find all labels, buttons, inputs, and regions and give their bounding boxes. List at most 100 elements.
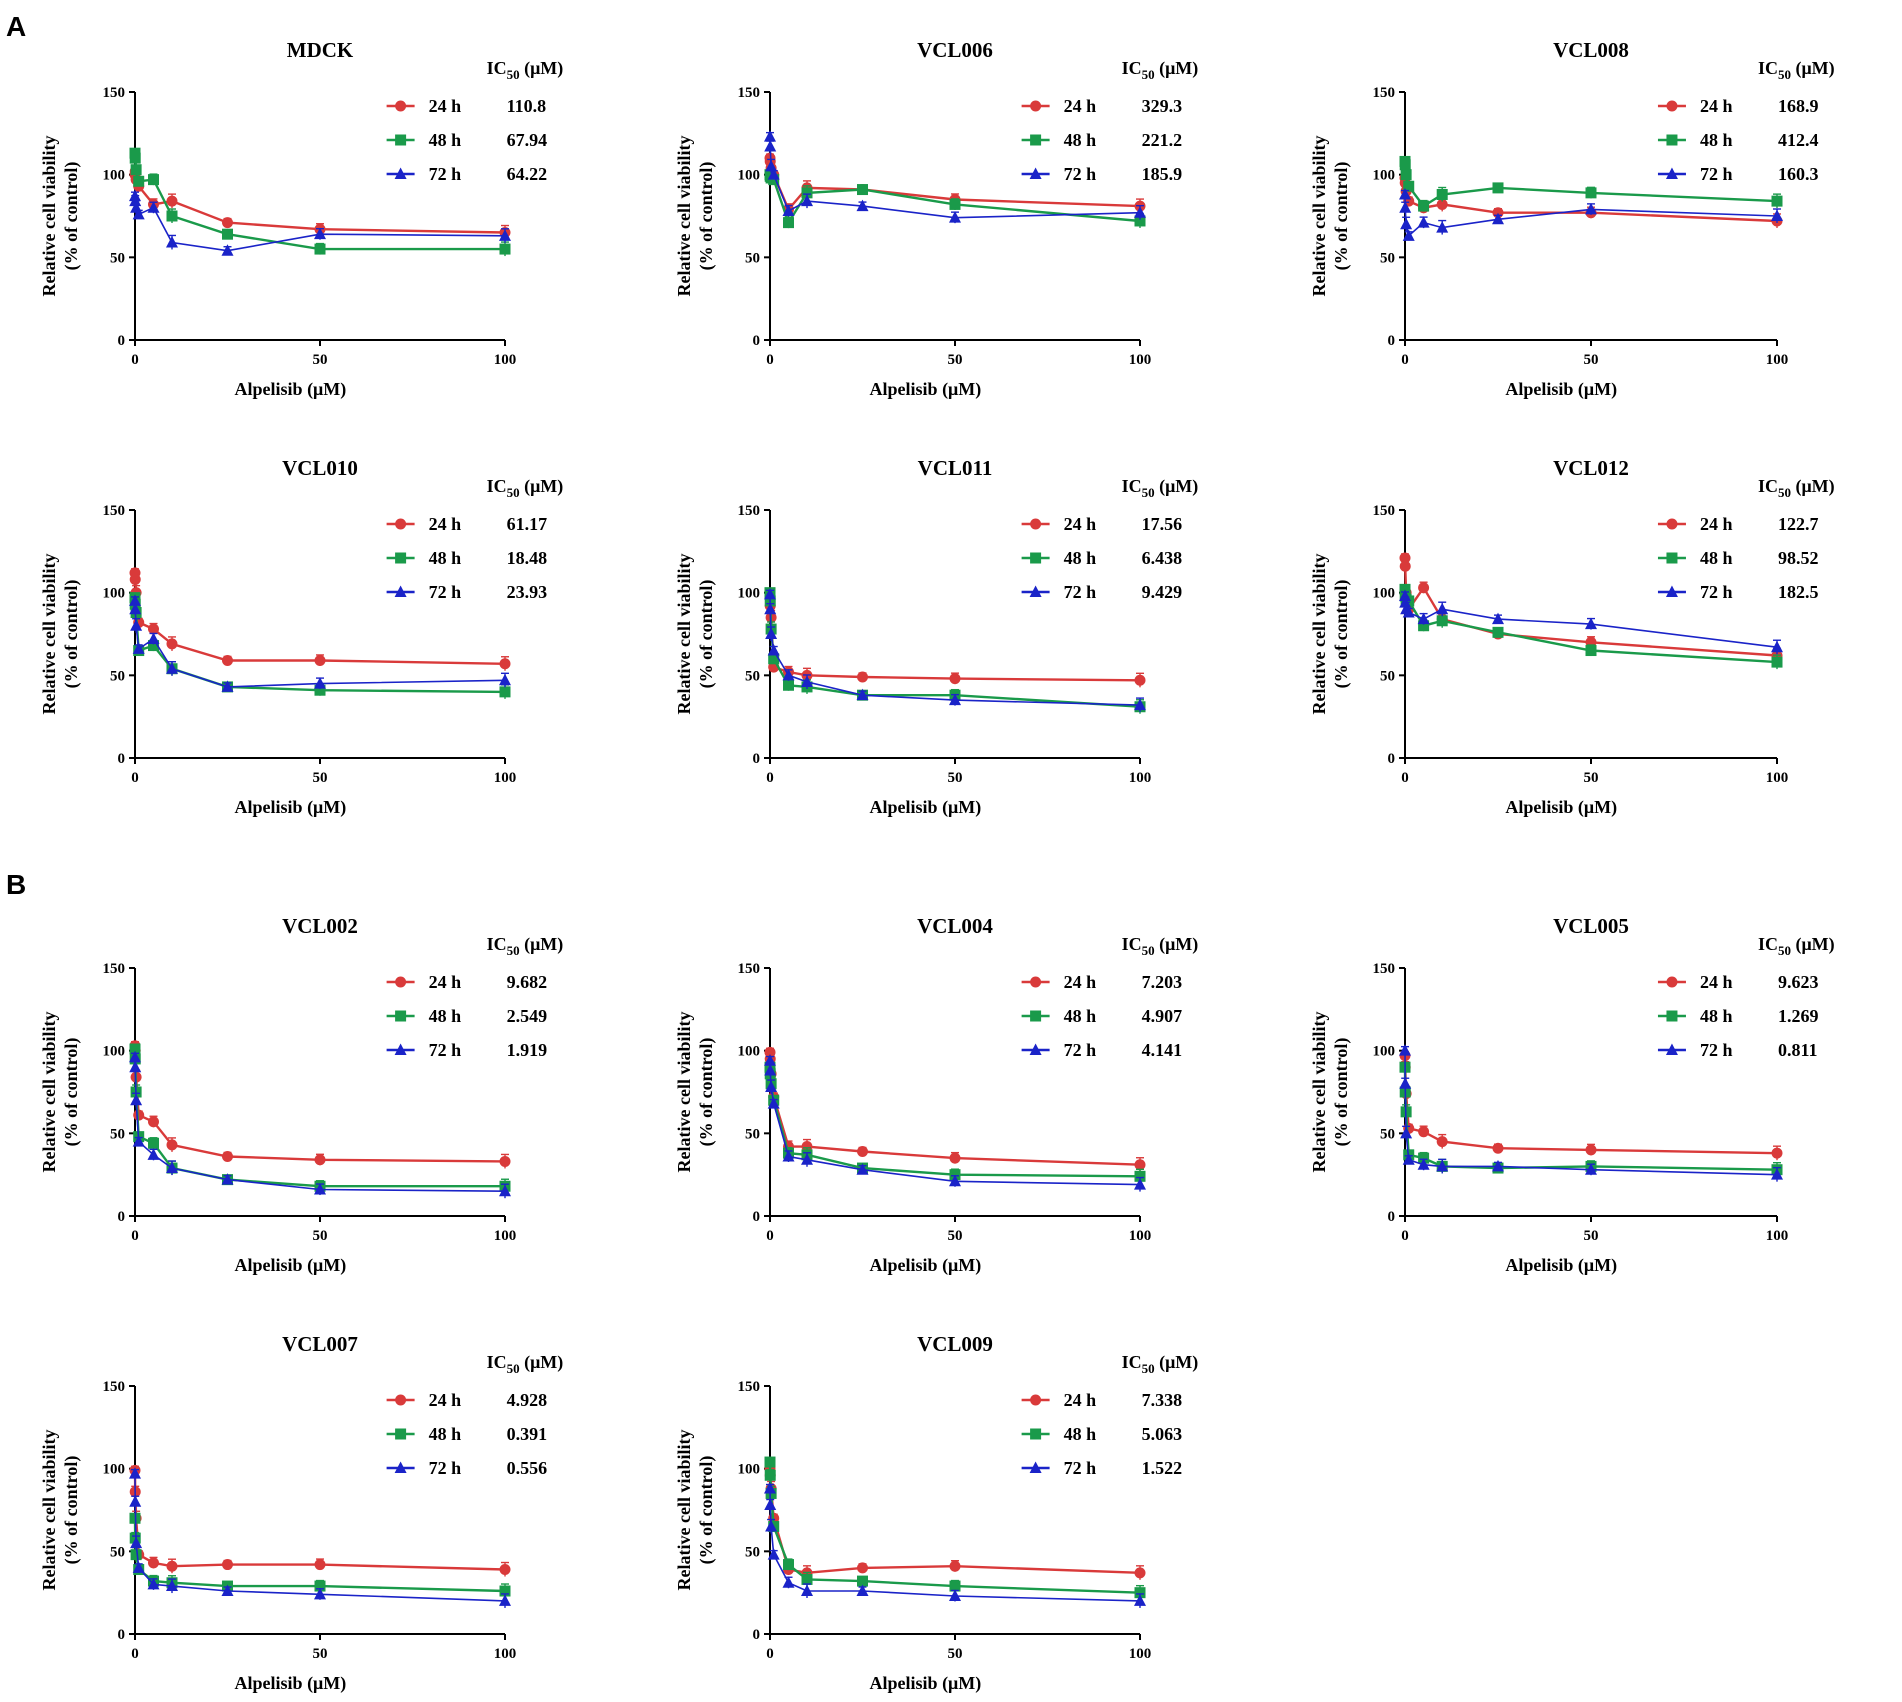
legend-item: 24 h 329.3 [1021, 96, 1182, 116]
x-tick-label: 100 [1129, 352, 1152, 368]
ic50-value: 221.2 [1142, 130, 1183, 150]
legend-item: 48 h 412.4 [1657, 130, 1818, 150]
ic50-value: 61.17 [507, 514, 547, 534]
chart-title: VCL006 [917, 38, 993, 62]
x-axis-label: Alpelisib (μM) [870, 1255, 982, 1276]
data-point [1492, 1142, 1504, 1154]
y-tick-label: 50 [1380, 1126, 1395, 1142]
ic50-header: IC50 (μM) [487, 934, 564, 958]
legend-marker [1030, 976, 1042, 988]
ic50-value: 182.5 [1778, 582, 1819, 602]
y-tick-label: 100 [738, 1462, 761, 1478]
chart-vcl002: VCL002 0 50 100 150 0 50 100 Alpelisib (μM) Relat… [39, 914, 563, 1276]
y-tick-label: 0 [753, 1209, 761, 1225]
ic50-value: 1.269 [1778, 1006, 1819, 1026]
data-point [130, 1093, 143, 1106]
data-point [148, 623, 159, 635]
data-point [166, 662, 178, 674]
x-tick-label: 50 [948, 1646, 963, 1662]
y-tick-label: 150 [1373, 503, 1396, 519]
data-point [129, 152, 141, 164]
ic50-value: 64.22 [507, 164, 547, 184]
legend-label: 48 h [1700, 548, 1733, 568]
chart-title: VCL002 [282, 914, 358, 938]
x-tick-label: 0 [1401, 770, 1409, 786]
y-axis-label: Relative cell viability [674, 1012, 694, 1173]
y-axis-label: Relative cell viability [1309, 1012, 1329, 1173]
legend-marker [1030, 1394, 1042, 1406]
ic50-header: IC50 (μM) [1122, 1352, 1199, 1376]
y-tick-label: 50 [745, 250, 760, 266]
data-point [314, 654, 326, 666]
ic50-value: 4.141 [1142, 1040, 1183, 1060]
data-point [949, 1580, 961, 1592]
legend-label: 48 h [429, 1424, 462, 1444]
series-line [133, 1470, 506, 1571]
data-point [1585, 645, 1597, 657]
y-tick-label: 100 [738, 586, 761, 602]
data-point [499, 1564, 511, 1576]
data-point [1771, 209, 1783, 221]
data-point [782, 1149, 795, 1162]
y-tick-label: 150 [103, 503, 126, 519]
legend-label: 24 h [1064, 972, 1097, 992]
x-tick-label: 0 [766, 1646, 774, 1662]
x-tick-label: 100 [494, 1228, 517, 1244]
legend-item: 48 h 1.269 [1657, 1006, 1819, 1026]
data-point [1134, 1567, 1146, 1579]
data-point [499, 1184, 511, 1197]
data-point [783, 1559, 794, 1571]
data-point [857, 1562, 868, 1574]
chart-title: MDCK [287, 38, 354, 62]
x-tick-label: 50 [1584, 352, 1599, 368]
series-line [133, 1045, 506, 1163]
data-point [1418, 1152, 1430, 1164]
y-tick-label: 150 [738, 503, 761, 519]
y-tick-label: 150 [738, 1379, 761, 1395]
y-axis-label: Relative cell viability [39, 136, 59, 297]
y-axis-label-unit: (% of control) [61, 162, 82, 271]
x-axis-label: Alpelisib (μM) [1505, 379, 1617, 400]
data-point [764, 1064, 777, 1076]
x-tick-label: 0 [766, 770, 774, 786]
data-point [801, 675, 813, 687]
y-axis-label-unit: (% of control) [61, 1038, 82, 1147]
data-point [1418, 200, 1430, 212]
data-point [856, 1584, 869, 1597]
data-point [1134, 215, 1146, 227]
legend-label: 48 h [1064, 548, 1097, 568]
data-point [1134, 1587, 1146, 1599]
y-axis-label: Relative cell viability [674, 554, 694, 715]
ic50-header: IC50 (μM) [487, 1352, 564, 1376]
data-point [765, 159, 778, 172]
y-axis-label: Relative cell viability [674, 1430, 694, 1591]
ic50-value: 122.7 [1778, 514, 1819, 534]
data-point [765, 627, 778, 639]
legend-marker [1030, 518, 1042, 530]
data-point [767, 168, 780, 180]
legend-item: 48 h 2.549 [386, 1006, 547, 1026]
data-point [857, 1146, 868, 1158]
data-point [949, 211, 961, 223]
chart-vcl008: VCL008 0 50 100 150 0 50 100 Alpelisib (μM) Relat… [1309, 38, 1835, 400]
chart-title: VCL004 [917, 914, 993, 938]
data-point [222, 654, 233, 666]
ic50-value: 9.682 [507, 972, 547, 992]
y-tick-label: 100 [103, 586, 126, 602]
data-point [148, 1137, 159, 1149]
data-point [221, 680, 234, 692]
data-point [148, 174, 159, 186]
legend-label: 72 h [429, 582, 462, 602]
legend-label: 48 h [429, 130, 462, 150]
y-axis-label-unit: (% of control) [696, 162, 717, 271]
chart-title: VCL012 [1553, 456, 1629, 480]
ic50-value: 9.429 [1142, 582, 1183, 602]
y-tick-label: 0 [1388, 333, 1396, 349]
data-point [499, 673, 511, 686]
series-24h [764, 590, 1146, 688]
legend-item: 24 h 9.623 [1657, 972, 1818, 992]
data-point [1436, 198, 1448, 210]
chart-vcl010: VCL010 0 50 100 150 0 50 100 Alpelisib (μM) Relat… [39, 456, 563, 818]
data-point [949, 1174, 961, 1187]
legend-label: 24 h [1700, 972, 1733, 992]
